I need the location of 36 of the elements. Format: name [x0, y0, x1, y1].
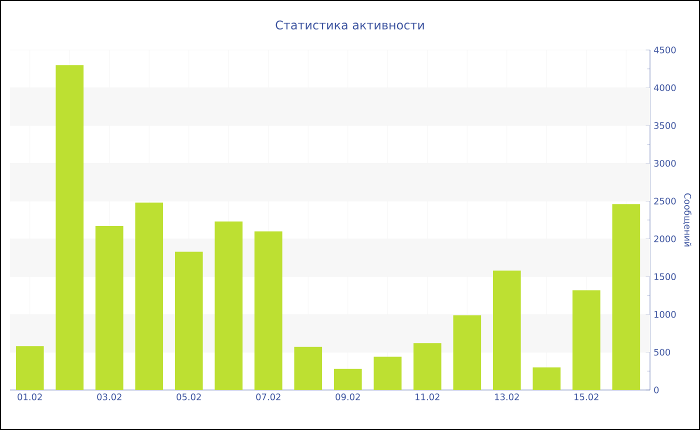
bar	[532, 367, 561, 390]
bar	[453, 315, 482, 390]
bar	[294, 346, 322, 390]
y-tick-label: 4000	[654, 84, 676, 92]
bar	[374, 356, 402, 390]
bar	[95, 226, 124, 390]
x-tick-label: 05.02	[176, 394, 201, 400]
x-tick-label: 07.02	[256, 394, 280, 400]
bar	[16, 346, 44, 390]
y-tick-label: 3000	[654, 160, 676, 167]
x-tick-label: 11.02	[416, 394, 440, 400]
x-tick-label: 09.02	[336, 394, 360, 400]
bar	[572, 290, 600, 390]
y-tick-label: 500	[654, 348, 670, 356]
x-tick-label: 03.02	[97, 394, 122, 400]
bar	[612, 204, 640, 390]
x-tick-label: 01.02	[18, 394, 42, 400]
bar	[135, 202, 164, 390]
y-tick-label: 1000	[654, 311, 676, 318]
y-tick-label: 2000	[654, 235, 676, 242]
y-tick-label: 1500	[654, 273, 676, 280]
x-tick-label: 15.02	[574, 394, 598, 400]
y-tick-label: 4500	[654, 46, 676, 54]
bar	[56, 65, 84, 390]
y-tick-label: 2500	[654, 198, 676, 204]
bar	[334, 368, 362, 390]
bar	[413, 343, 442, 390]
bar	[492, 270, 521, 390]
y-tick-label: 0	[654, 386, 659, 394]
y-tick-label: 3500	[654, 122, 676, 129]
bar	[214, 222, 243, 390]
bar	[174, 252, 203, 390]
y-axis-title: Сообщений	[683, 193, 692, 246]
chart-title: Статистика активности	[276, 20, 424, 30]
bar	[254, 231, 282, 390]
x-tick-label: 13.02	[495, 394, 519, 400]
